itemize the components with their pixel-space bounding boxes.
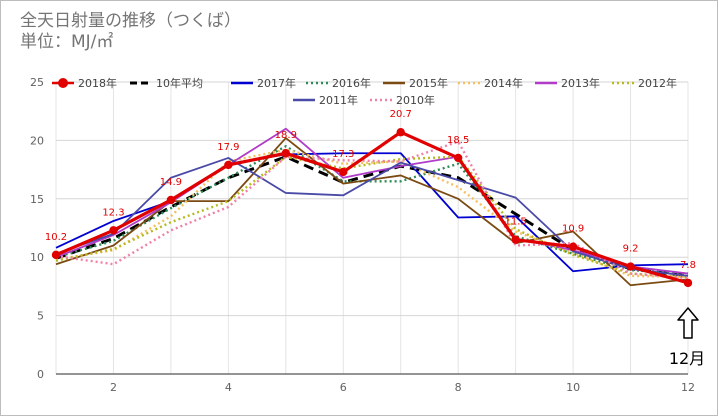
- legend-label: 10年平均: [156, 76, 203, 90]
- chart-title: 全天日射量の推移（つくば）: [20, 11, 241, 31]
- x-tick-label: 2: [110, 381, 117, 394]
- data-label: 10.2: [45, 232, 67, 243]
- data-label: 17.3: [332, 149, 354, 160]
- data-label: 11.5: [505, 217, 527, 228]
- x-tick-label: 12: [681, 381, 695, 394]
- y-tick-label: 5: [37, 310, 44, 323]
- data-point-2018年: [109, 226, 118, 235]
- legend-label: 2013年: [561, 76, 600, 90]
- data-label: 20.7: [390, 109, 412, 120]
- data-point-2018年: [224, 160, 233, 170]
- data-label: 9.2: [623, 244, 639, 255]
- data-point-2018年: [453, 153, 463, 163]
- series-line-2018年: [55, 130, 689, 285]
- data-point-2018年: [626, 262, 635, 271]
- x-tick-label: 8: [455, 381, 462, 394]
- legend-label: 2018年: [78, 76, 117, 90]
- x-tick-label: 6: [340, 381, 347, 394]
- y-tick-label: 15: [30, 193, 44, 206]
- series-lines: [55, 127, 689, 287]
- data-label: 18.5: [447, 135, 469, 146]
- y-tick-label: 10: [30, 251, 44, 264]
- legend-label: 2012年: [638, 76, 677, 90]
- x-tick-label: 4: [225, 381, 232, 394]
- legend-label: 2016年: [332, 76, 371, 90]
- axis-ticks: 0 5 10 15 20 25 2 4 6 8 10 12: [30, 76, 695, 394]
- legend-marker: [58, 78, 68, 88]
- data-point-2018年: [166, 195, 176, 205]
- y-tick-label: 20: [30, 134, 44, 147]
- data-label: 17.9: [217, 142, 239, 153]
- data-point-2018年: [339, 167, 348, 177]
- data-point-2018年: [281, 149, 291, 158]
- legend-label: 2017年: [257, 76, 296, 90]
- series-line-2014年: [55, 148, 689, 279]
- data-label: 14.9: [160, 177, 182, 188]
- legend-label: 2014年: [484, 76, 523, 90]
- data-label: 10.9: [562, 224, 584, 235]
- series-line-2011年: [55, 157, 689, 277]
- data-point-2018年: [511, 235, 520, 244]
- legend: 2018年 10年平均 2017年 2016年 2015年 2014年 2013年 2012年…: [52, 76, 677, 107]
- december-annotation: 12月: [669, 307, 705, 368]
- x-tick-label: 10: [566, 381, 580, 394]
- series-line-2010年: [55, 140, 689, 280]
- legend-label: 2010年: [396, 93, 435, 107]
- y-tick-label: 25: [30, 76, 44, 89]
- series-line-2012年: [55, 155, 689, 279]
- data-label: 7.8: [680, 260, 696, 271]
- up-arrow-icon: [677, 307, 699, 339]
- data-point-2018年: [396, 128, 405, 137]
- annotation-text: 12月: [669, 349, 705, 368]
- legend-label: 2011年: [319, 93, 358, 107]
- series-line-2013年: [55, 127, 689, 275]
- data-labels: 10.2 12.3 14.9 17.9 18.9 17.3 20.7 18.5 11.5 10.9…: [45, 109, 696, 271]
- legend-label: 2015年: [409, 76, 448, 90]
- data-point-2018年: [683, 278, 693, 288]
- data-point-2018年: [568, 242, 578, 251]
- chart-unit-label: 単位：MJ/㎡: [20, 32, 114, 52]
- data-label: 18.9: [275, 130, 297, 141]
- y-tick-label: 0: [37, 368, 44, 381]
- data-label: 12.3: [102, 207, 124, 218]
- data-point-2018年: [51, 250, 61, 260]
- series-markers: [51, 128, 693, 288]
